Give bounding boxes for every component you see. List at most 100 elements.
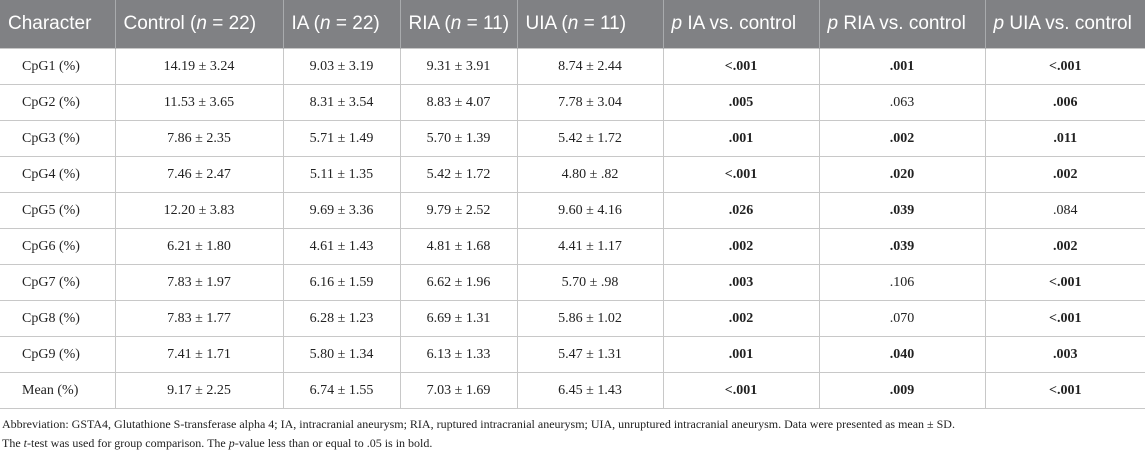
text-part: n <box>567 13 579 34</box>
cell-text: .039 <box>889 238 915 254</box>
cell-text: <.001 <box>724 166 758 182</box>
cell-text: .006 <box>1053 94 1078 110</box>
cell-text: .003 <box>1053 346 1078 362</box>
text-part: n <box>450 13 462 34</box>
cell-text: .063 <box>889 94 915 110</box>
table-cell: CpG8 (%) <box>0 300 116 337</box>
table-cell: 5.70 ± 1.39 <box>399 120 518 157</box>
table-cell: 9.31 ± 3.91 <box>399 48 518 85</box>
cell-text: <.001 <box>1049 382 1082 398</box>
table-cell: 12.20 ± 3.83 <box>114 192 284 229</box>
footnote-line: Abbreviation: GSTA4, Glutathione S-trans… <box>2 415 1145 434</box>
table-cell: 7.86 ± 2.35 <box>114 120 284 157</box>
table-cell: 6.21 ± 1.80 <box>114 228 284 265</box>
table-cell: 9.03 ± 3.19 <box>282 48 401 85</box>
cell-text: .011 <box>1053 130 1078 146</box>
text-part: IA ( <box>291 13 321 34</box>
table-cell: .011 <box>984 120 1145 157</box>
table-row: CpG6 (%) 6.21 ± 1.80 4.61 ± 1.43 4.81 ± 1.6… <box>0 228 1145 265</box>
table-cell: .001 <box>818 48 986 85</box>
table-row: CpG8 (%) 7.83 ± 1.77 6.28 ± 1.23 6.69 ± 1.3… <box>0 300 1145 337</box>
table-cell: .003 <box>984 336 1145 373</box>
cell-text: .026 <box>728 202 754 218</box>
text-part: = 22) <box>206 13 257 34</box>
header-cell: Control (n = 22) <box>115 0 284 49</box>
table-cell: 4.81 ± 1.68 <box>399 228 518 265</box>
table-cell: .039 <box>818 228 986 265</box>
footnote: Abbreviation: GSTA4, Glutathione S-trans… <box>0 415 1145 453</box>
table-cell: 7.03 ± 1.69 <box>399 372 518 409</box>
text-part: = 22) <box>330 13 380 34</box>
table-cell: <.001 <box>662 372 820 409</box>
header-cell: UIA (n = 11) <box>517 0 664 49</box>
table-cell: CpG1 (%) <box>0 48 116 85</box>
table-cell: CpG3 (%) <box>0 120 116 157</box>
table-cell: 5.47 ± 1.31 <box>516 336 664 373</box>
table-cell: 8.74 ± 2.44 <box>516 48 664 85</box>
table-cell: 6.45 ± 1.43 <box>516 372 664 409</box>
table-cell: 8.31 ± 3.54 <box>282 84 401 121</box>
cell-text: .009 <box>889 382 915 398</box>
table-cell: 9.17 ± 2.25 <box>114 372 284 409</box>
table-cell: 4.41 ± 1.17 <box>516 228 664 265</box>
cell-text: .020 <box>889 166 915 182</box>
header-cell: Character <box>0 0 116 49</box>
table-row: Mean (%) 9.17 ± 2.25 6.74 ± 1.55 7.03 ± 1.6… <box>0 372 1145 409</box>
text-part: -value less than or equal to .05 is in b… <box>234 436 433 450</box>
table-cell: 7.46 ± 2.47 <box>114 156 284 193</box>
table-row: CpG4 (%) 7.46 ± 2.47 5.11 ± 1.35 5.42 ± 1.7… <box>0 156 1145 193</box>
table-cell: <.001 <box>662 156 820 193</box>
table-cell: .040 <box>818 336 986 373</box>
table-cell: .039 <box>818 192 986 229</box>
table-cell: .006 <box>984 84 1145 121</box>
text-part: IA vs. control <box>682 13 797 34</box>
table-cell: .084 <box>984 192 1145 229</box>
cell-text: .002 <box>728 238 754 254</box>
table-cell: 14.19 ± 3.24 <box>114 48 284 85</box>
table-row: CpG2 (%) 11.53 ± 3.65 8.31 ± 3.54 8.83 ± 4.… <box>0 84 1145 121</box>
cell-text: .003 <box>728 274 754 290</box>
table-cell: 8.83 ± 4.07 <box>399 84 518 121</box>
table-cell: 6.62 ± 1.96 <box>399 264 518 301</box>
table-cell: 6.69 ± 1.31 <box>399 300 518 337</box>
table-cell: 5.80 ± 1.34 <box>282 336 401 373</box>
cell-text: .040 <box>889 346 915 362</box>
cell-text: .039 <box>889 202 915 218</box>
table-cell: .070 <box>818 300 986 337</box>
cell-text: <.001 <box>1049 274 1082 290</box>
header-row: Character Control (n = 22) IA ( n = 22) RIA … <box>0 0 1145 49</box>
table-cell: <.001 <box>984 300 1145 337</box>
table-cell: 6.74 ± 1.55 <box>282 372 401 409</box>
table-cell: CpG6 (%) <box>0 228 116 265</box>
table-cell: Mean (%) <box>0 372 116 409</box>
cell-text: .002 <box>889 130 915 146</box>
table-cell: <.001 <box>984 264 1145 301</box>
text-part: = 11) <box>461 13 510 34</box>
table-cell: 5.42 ± 1.72 <box>399 156 518 193</box>
table-cell: 5.42 ± 1.72 <box>516 120 664 157</box>
table-row: CpG9 (%) 7.41 ± 1.71 5.80 ± 1.34 6.13 ± 1.3… <box>0 336 1145 373</box>
text-part: Abbreviation: GSTA4, Glutathione S-trans… <box>2 417 955 431</box>
table-cell: .020 <box>818 156 986 193</box>
table-cell: CpG4 (%) <box>0 156 116 193</box>
cell-text: .001 <box>728 346 754 362</box>
table-cell: 9.79 ± 2.52 <box>399 192 518 229</box>
table-cell: 7.78 ± 3.04 <box>516 84 664 121</box>
table-cell: .001 <box>662 120 820 157</box>
text-part: t <box>23 436 27 450</box>
text-part: RIA ( <box>408 13 451 34</box>
table-cell: 4.61 ± 1.43 <box>282 228 401 265</box>
text-part: p <box>228 436 235 450</box>
table-cell: .001 <box>662 336 820 373</box>
table-cell: 6.28 ± 1.23 <box>282 300 401 337</box>
cell-text: <.001 <box>1049 310 1082 326</box>
table-cell: .002 <box>984 228 1145 265</box>
table-cell: 7.41 ± 1.71 <box>114 336 284 373</box>
text-part: UIA vs. control <box>1004 13 1132 34</box>
table-cell: .002 <box>984 156 1145 193</box>
table-cell: 7.83 ± 1.77 <box>114 300 284 337</box>
table-cell: 6.16 ± 1.59 <box>282 264 401 301</box>
table-cell: .009 <box>818 372 986 409</box>
